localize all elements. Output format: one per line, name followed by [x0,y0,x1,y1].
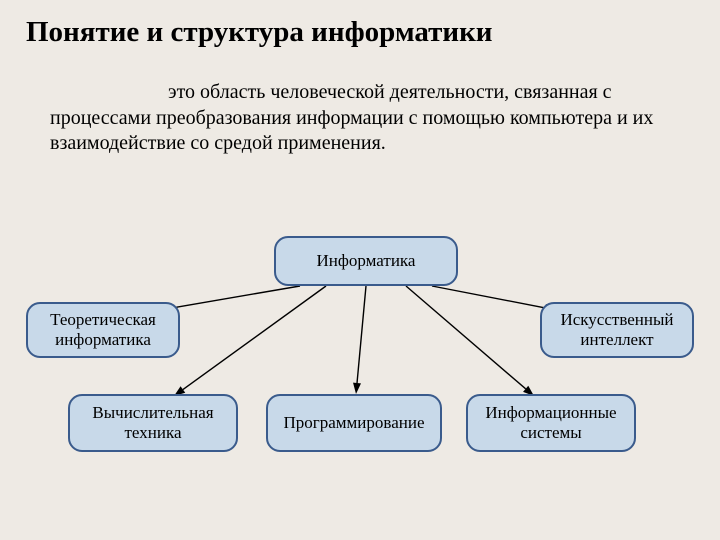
node-n2-label: Вычислительная техника [76,403,230,442]
node-artificial-intelligence: Искусственный интеллект [540,302,694,358]
definition-paragraph: это область человеческой деятельности, с… [50,80,660,157]
node-n4-label: Информационные системы [474,403,628,442]
node-n3-label: Программирование [284,413,425,433]
node-information-systems: Информационные системы [466,394,636,452]
node-n1-label: Теоретическая информатика [34,310,172,349]
node-computing-hardware: Вычислительная техника [68,394,238,452]
node-programming: Программирование [266,394,442,452]
node-root-label: Информатика [317,251,416,271]
node-root: Информатика [274,236,458,286]
node-theoretical-informatics: Теоретическая информатика [26,302,180,358]
node-n5-label: Искусственный интеллект [548,310,686,349]
slide-title: Понятие и структура информатики [26,16,694,49]
definition-text: это область человеческой деятельности, с… [50,81,653,154]
